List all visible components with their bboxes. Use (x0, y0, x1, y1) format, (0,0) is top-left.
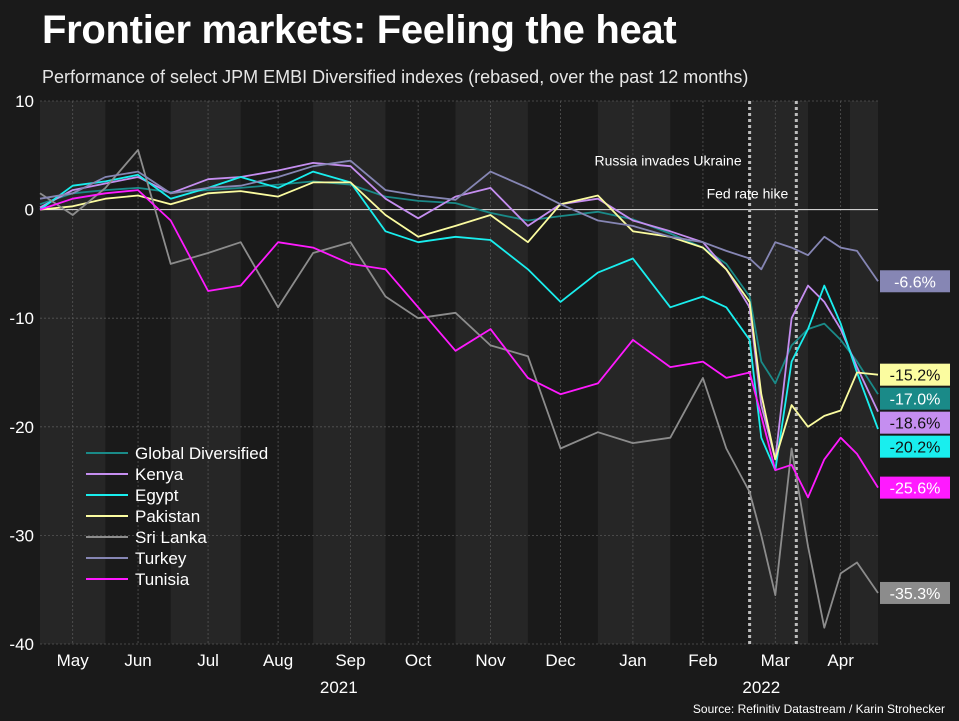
end-value-box (880, 363, 950, 386)
end-value-box (880, 411, 950, 434)
end-value-text: -35.3% (890, 586, 941, 603)
y-tick-label: 0 (25, 201, 34, 220)
end-value-box (880, 270, 950, 293)
end-value-label: -6.6% (880, 270, 950, 293)
legend-label: Turkey (135, 549, 187, 568)
end-value-box (880, 387, 950, 410)
end-value-label: -18.6% (880, 411, 950, 434)
x-tick-label: Mar (761, 651, 791, 670)
y-tick-label: -30 (9, 526, 34, 545)
series-line (39, 181, 879, 461)
legend-label: Sri Lanka (135, 528, 207, 547)
y-tick-label: 10 (15, 92, 34, 111)
x-year-label: 2021 (320, 678, 358, 697)
legend-item: Kenya (86, 465, 184, 484)
series-line (39, 159, 879, 282)
x-tick-label: Apr (827, 651, 854, 670)
event-label: Fed rate hike (707, 185, 789, 201)
x-tick-label: Dec (545, 651, 576, 670)
shaded-band (455, 101, 528, 644)
end-value-label: -20.2% (880, 435, 950, 458)
source-note: Source: Refinitiv Datastream / Karin Str… (692, 702, 945, 716)
legend-item: Pakistan (86, 507, 200, 526)
legend-label: Global Diversified (135, 444, 268, 463)
y-tick-label: -40 (9, 635, 34, 654)
grid-lines (40, 100, 878, 645)
end-value-text: -17.0% (890, 392, 941, 409)
end-value-box (880, 581, 950, 604)
series-line (39, 189, 879, 499)
legend-item: Turkey (86, 549, 187, 568)
end-value-label: -35.3% (880, 581, 950, 604)
end-value-label: -17.0% (880, 387, 950, 410)
legend-item: Global Diversified (86, 444, 268, 463)
shaded-band (597, 101, 671, 644)
end-value-text: -25.6% (890, 481, 941, 498)
chart-title: Frontier markets: Feeling the heat (42, 8, 677, 52)
legend-label: Pakistan (135, 507, 200, 526)
end-value-box (880, 435, 950, 458)
event-label: Russia invades Ukraine (595, 153, 742, 169)
x-tick-label: Jan (619, 651, 646, 670)
x-tick-label: Jul (197, 651, 219, 670)
y-tick-label: -20 (9, 418, 34, 437)
x-tick-label: May (57, 651, 90, 670)
end-value-label: -25.6% (880, 476, 950, 499)
series-line (39, 162, 879, 461)
end-value-label: -15.2% (880, 363, 950, 386)
x-tick-label: Aug (263, 651, 293, 670)
end-value-box (880, 476, 950, 499)
legend: Global Diversified Kenya Egypt Pakistan Sri … (86, 444, 268, 589)
end-value-text: -15.2% (890, 368, 941, 385)
x-year-label: 2022 (742, 678, 780, 697)
legend-label: Egypt (135, 486, 179, 505)
axes: 10 0 -10 -20 -30 -40 May Jun Jul Aug Sep Oct Nov Dec J… (9, 92, 854, 697)
legend-item: Tunisia (86, 570, 190, 589)
chart-subtitle: Performance of select JPM EMBI Diversifi… (42, 67, 749, 87)
x-tick-label: Sep (335, 651, 365, 670)
x-tick-label: Oct (405, 651, 432, 670)
end-value-text: -20.2% (890, 440, 941, 457)
end-labels: -6.6% -15.2% -17.0% -18.6% -20.2% -25.6% -35.3… (880, 270, 950, 604)
end-value-text: -18.6% (890, 416, 941, 433)
x-tick-label: Feb (688, 651, 717, 670)
legend-label: Tunisia (135, 570, 190, 589)
x-tick-label: Nov (475, 651, 506, 670)
series-lines (39, 149, 879, 629)
x-tick-label: Jun (124, 651, 151, 670)
series-line (39, 149, 879, 629)
legend-item: Egypt (86, 486, 179, 505)
end-value-text: -6.6% (894, 274, 936, 291)
shaded-band (313, 101, 386, 644)
y-tick-label: -10 (9, 309, 34, 328)
shaded-bands (40, 101, 878, 644)
legend-item: Sri Lanka (86, 528, 207, 547)
legend-label: Kenya (135, 465, 184, 484)
